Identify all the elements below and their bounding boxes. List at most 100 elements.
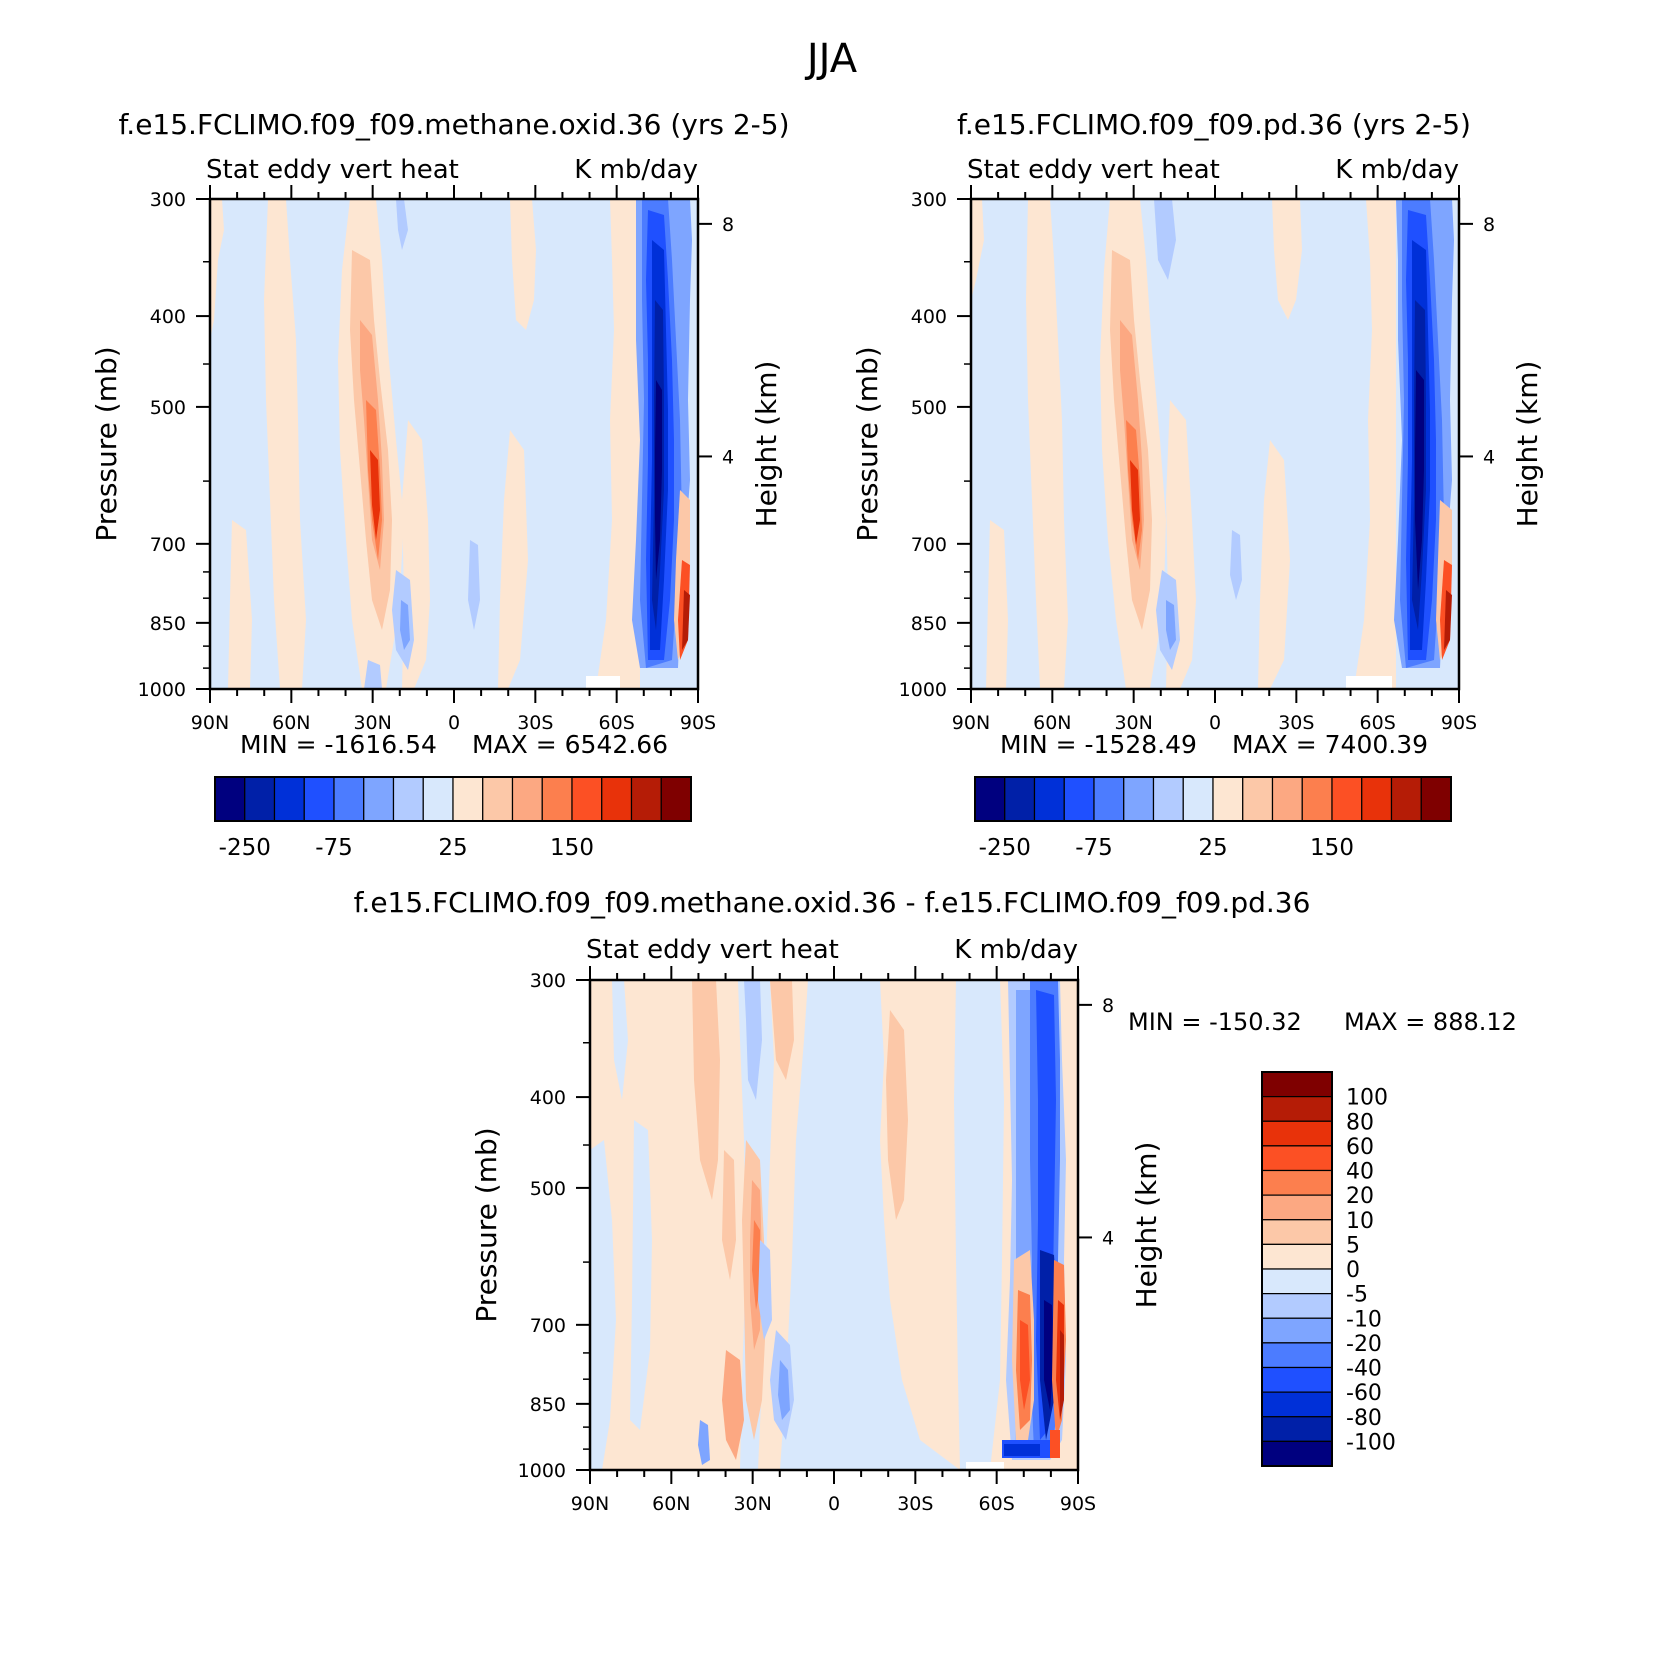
colorbar-label: -60	[1346, 1381, 1382, 1406]
y-tick-label: 400	[150, 306, 186, 328]
colorbar-swatch	[452, 776, 484, 822]
y-tick-label: 850	[150, 613, 186, 635]
min-label: MIN = -1528.49	[1000, 730, 1197, 759]
colorbar-label: 25	[438, 835, 467, 861]
y-tick-label: 850	[911, 613, 947, 635]
x-tick-label: 90S	[1060, 1493, 1096, 1515]
panel-title: f.e15.FCLIMO.f09_f09.pd.36 (yrs 2-5)	[957, 108, 1471, 141]
y2-tick-label: 4	[1102, 1227, 1114, 1249]
variable-label: Stat eddy vert heat	[206, 155, 459, 185]
y-tick-label: 1000	[138, 679, 186, 701]
colorbar-label: -250	[979, 835, 1031, 861]
colorbar-swatch	[974, 776, 1006, 822]
y2-tick-label: 8	[722, 214, 734, 236]
colorbar-swatch	[1261, 1145, 1333, 1172]
colorbar-swatch	[1261, 1194, 1333, 1221]
y2-tick-label: 8	[1483, 214, 1495, 236]
colorbar-swatch	[1261, 1440, 1333, 1467]
y-tick-label: 850	[530, 1394, 566, 1416]
colorbar-label: 20	[1346, 1184, 1374, 1209]
y2-tick-label: 4	[1483, 446, 1495, 468]
y-tick-label: 400	[530, 1087, 566, 1109]
colorbar-swatch	[1261, 1293, 1333, 1319]
y-tick-label: 500	[911, 397, 947, 419]
colorbar-swatch	[1261, 1366, 1333, 1393]
colorbar-label: 5	[1346, 1233, 1360, 1258]
colorbar-label: -20	[1346, 1332, 1382, 1357]
colorbar-swatch	[1033, 776, 1065, 822]
min-label: MIN = -1616.54	[240, 730, 437, 759]
colorbar-swatch	[1301, 776, 1333, 822]
colorbar-swatch	[1093, 776, 1125, 822]
colorbar-swatch	[333, 776, 365, 822]
x-tick-label: 30S	[1278, 712, 1314, 734]
x-tick-label: 90N	[571, 1493, 609, 1515]
colorbar-swatch	[273, 776, 305, 822]
colorbar-swatch	[630, 776, 662, 822]
colorbar-swatch	[1152, 776, 1184, 822]
colorbar-swatch	[1242, 776, 1274, 822]
y-axis-label: Pressure (mb)	[90, 346, 123, 541]
colorbar-label: 0	[1346, 1258, 1360, 1283]
x-tick-label: 30N	[353, 712, 391, 734]
y-tick-label: 500	[150, 397, 186, 419]
x-tick-label: 90N	[191, 712, 229, 734]
colorbar-swatch	[660, 776, 692, 822]
colorbar-swatch	[1123, 776, 1155, 822]
figure-title: JJA	[804, 36, 858, 82]
colorbar-label: 25	[1198, 835, 1227, 861]
y-axis-label: Pressure (mb)	[851, 346, 884, 541]
colorbar-swatch	[1361, 776, 1393, 822]
colorbar-label: 40	[1346, 1160, 1374, 1185]
y-tick-label: 700	[911, 534, 947, 556]
colorbar-label: -40	[1346, 1357, 1382, 1382]
colorbar-label: 60	[1346, 1135, 1374, 1160]
colorbar-swatch	[511, 776, 543, 822]
colorbar-swatch	[1261, 1416, 1333, 1442]
contour-field	[971, 199, 1459, 689]
x-tick-label: 30S	[897, 1493, 933, 1515]
colorbar: -250 -75 25 150	[214, 776, 692, 861]
colorbar-swatch	[303, 776, 335, 822]
panel-title: f.e15.FCLIMO.f09_f09.methane.oxid.36 (yr…	[118, 108, 789, 141]
colorbar-label: -75	[315, 835, 353, 861]
colorbar-swatch	[1261, 1169, 1333, 1196]
x-tick-label: 0	[448, 712, 460, 734]
x-tick-label: 30N	[1114, 712, 1152, 734]
colorbar-label: 100	[1346, 1086, 1388, 1111]
contour-field	[590, 980, 1078, 1470]
colorbar-swatch	[1271, 776, 1303, 822]
colorbar-swatch	[392, 776, 424, 822]
y-tick-label: 700	[150, 534, 186, 556]
y-tick-label: 300	[530, 970, 566, 992]
max-label: MAX = 6542.66	[472, 730, 668, 759]
x-tick-label: 0	[828, 1493, 840, 1515]
y2-axis-label: Height (km)	[1130, 1142, 1163, 1309]
x-tick-label: 30N	[733, 1493, 771, 1515]
x-tick-label: 60N	[1033, 712, 1071, 734]
x-tick-label: 60N	[272, 712, 310, 734]
colorbar-swatch	[1420, 776, 1452, 822]
x-tick-label: 90S	[680, 712, 716, 734]
x-tick-label: 60S	[1360, 712, 1396, 734]
colorbar-swatch	[1261, 1268, 1333, 1295]
panel-pd: f.e15.FCLIMO.f09_f09.pd.36 (yrs 2-5) Sta…	[851, 108, 1544, 861]
y2-tick-label: 4	[722, 446, 734, 468]
colorbar-swatch	[244, 776, 276, 822]
colorbar-swatch	[541, 776, 573, 822]
variable-label: Stat eddy vert heat	[967, 155, 1220, 185]
y-tick-label: 500	[530, 1178, 566, 1200]
colorbar-label: 150	[550, 835, 594, 861]
min-label: MIN = -150.32	[1128, 1008, 1302, 1036]
colorbar-swatch	[1261, 1071, 1333, 1098]
colorbar-swatch	[1261, 1391, 1333, 1418]
contour-field	[210, 199, 698, 689]
colorbar-swatch	[1063, 776, 1095, 822]
colorbar-swatch	[1182, 776, 1214, 822]
axes: 90N 60N 30N 0 30S 60S 90S 300 400 500 700 850 1000 8 4	[138, 185, 734, 734]
colorbar-swatch	[1212, 776, 1244, 822]
axes: 90N 60N 30N 0 30S 60S 90S 300 400 500 700 850 1000 8 4	[899, 185, 1495, 734]
